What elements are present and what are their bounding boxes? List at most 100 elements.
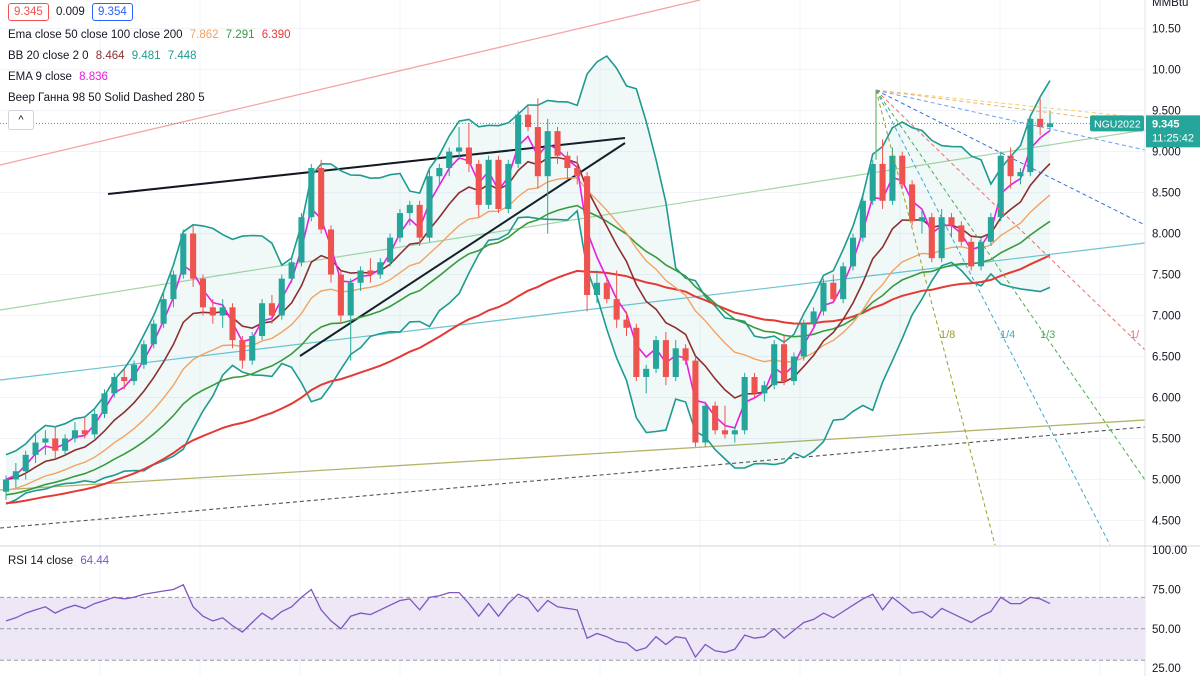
candle-body (800, 323, 807, 357)
candle-body (111, 376, 118, 394)
candle-body (130, 364, 138, 382)
price-tick-label: 9.000 (1152, 147, 1181, 159)
price-tick-label: 6.500 (1152, 352, 1181, 364)
price-box-blue[interactable]: 9.354 (91, 3, 133, 21)
candle-body (613, 299, 620, 320)
bb-basis-line (5, 156, 1051, 481)
legend-rsi-title: RSI 14 close (8, 555, 74, 567)
candle-body (554, 131, 561, 156)
price-badge-value: 9.345 (1152, 118, 1180, 130)
candle-body (278, 278, 285, 316)
gann-label: 1/8 (940, 329, 955, 341)
gann-label: 1/ (1130, 329, 1140, 341)
candle-body (1046, 123, 1054, 128)
candle-body (81, 430, 88, 435)
candle-body (91, 413, 98, 435)
collapse-legend-button[interactable]: ^ (8, 110, 34, 130)
candle-body (485, 159, 492, 205)
candle-body (889, 155, 896, 201)
price-change: 0.009 (55, 6, 85, 18)
candle-body (938, 217, 945, 259)
legend-ema9[interactable]: EMA 9 close 8.836 (8, 71, 112, 83)
candle-body (978, 241, 985, 267)
legend-rsi-value: 64.44 (80, 555, 110, 567)
candle-body (879, 163, 886, 201)
candle-body (574, 168, 581, 177)
candle-body (830, 282, 837, 300)
rsi-tick-label: 75.00 (1152, 584, 1181, 596)
candle-body (918, 217, 926, 222)
candle-body (121, 376, 128, 382)
candle-body (1037, 118, 1044, 128)
candle-body (958, 225, 965, 242)
trend-line (0, 0, 701, 166)
ema100-line (5, 204, 1051, 496)
symbol-badge-label: NGU2022 (1094, 118, 1141, 130)
candle-body (810, 311, 817, 324)
legend-ema-title: Ema close 50 close 100 close 200 (8, 29, 183, 41)
gann-fan-line (875, 89, 1146, 481)
candle-body (249, 336, 256, 361)
candle-body (42, 438, 49, 443)
candle-body (71, 430, 78, 439)
candle-body (436, 168, 443, 177)
candle-body (790, 356, 797, 382)
candle-body (12, 471, 19, 480)
candle-body (721, 430, 729, 435)
candle-body (495, 159, 502, 209)
candle-body (32, 442, 39, 455)
legend-rsi[interactable]: RSI 14 close 64.44 (8, 555, 113, 567)
legend-gann[interactable]: Веер Ганна 98 50 Solid Dashed 280 5 (8, 92, 209, 104)
candle-body (347, 282, 354, 316)
candle-body (327, 229, 335, 275)
candle-body (180, 233, 187, 275)
candle-body (849, 237, 857, 267)
candle-body (308, 168, 315, 218)
candle-body (948, 217, 955, 226)
candle-body (170, 274, 177, 300)
price-tick-label: 7.000 (1152, 311, 1181, 323)
candle-body (406, 204, 413, 214)
legend-ema100: 7.291 (225, 29, 255, 41)
rsi-tick-label: 25.00 (1152, 663, 1181, 675)
candle-body (337, 274, 344, 316)
candle-body (741, 376, 748, 431)
price-tick-label: 10.00 (1152, 65, 1181, 77)
candle-body (190, 233, 197, 279)
legend-bb[interactable]: BB 20 close 2 0 8.464 9.481 7.448 (8, 50, 201, 62)
symbol-badge (1090, 115, 1144, 132)
legend-gann-title: Веер Ганна 98 50 Solid Dashed 280 5 (8, 92, 205, 104)
candle-body (1007, 155, 1014, 177)
candle-body (456, 147, 463, 152)
candle-body (524, 114, 532, 128)
candle-body (702, 405, 709, 443)
candle-body (318, 168, 325, 230)
candle-body (229, 307, 236, 341)
price-badge-time: 11:25:42 (1152, 132, 1194, 144)
ema9-line (5, 129, 1051, 481)
candle-body (268, 303, 275, 316)
candle-body (1027, 118, 1034, 173)
candle-body (140, 344, 147, 365)
candle-body (199, 278, 207, 308)
candle-body (909, 184, 916, 222)
gann-fan-line (875, 89, 1146, 226)
price-box-red[interactable]: 9.345 (8, 3, 49, 21)
gann-fan: 1/8 1/4 1/3 1/ (875, 89, 1146, 546)
candle-body (633, 327, 640, 377)
legend-row-symbol: 9.345 0.009 9.354 (8, 3, 137, 21)
candle-body (643, 368, 650, 377)
candle-body (997, 155, 1004, 218)
price-tick-label: 6.000 (1152, 392, 1181, 404)
rsi-line (5, 583, 1051, 659)
ema50-line (5, 177, 1051, 492)
axis-unit-label: MMBtu (1152, 0, 1188, 9)
candle-body (259, 303, 266, 337)
ema200-line (5, 254, 1051, 505)
bb-fill (6, 56, 1050, 504)
candle-body (396, 213, 404, 238)
moving-averages (5, 129, 1051, 505)
legend-ema[interactable]: Ema close 50 close 100 close 200 7.862 7… (8, 29, 294, 41)
